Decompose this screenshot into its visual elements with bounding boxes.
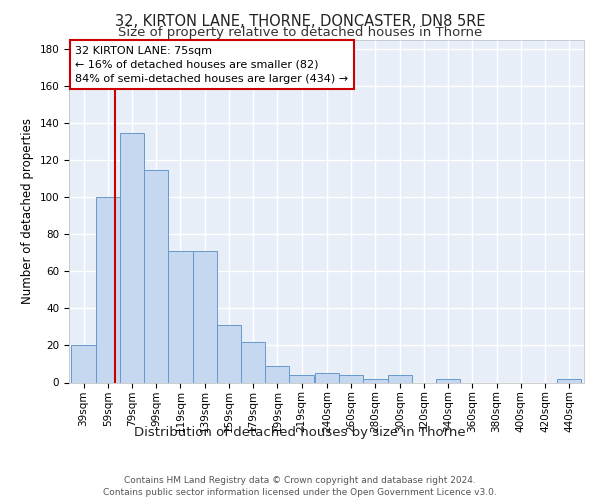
Text: 32, KIRTON LANE, THORNE, DONCASTER, DN8 5RE: 32, KIRTON LANE, THORNE, DONCASTER, DN8 … [115, 14, 485, 29]
Bar [265, 366, 289, 382]
Text: Distribution of detached houses by size in Thorne: Distribution of detached houses by size … [134, 426, 466, 439]
Bar [241, 342, 265, 382]
Y-axis label: Number of detached properties: Number of detached properties [21, 118, 34, 304]
Bar [557, 379, 581, 382]
Bar [144, 170, 169, 382]
Text: Contains HM Land Registry data © Crown copyright and database right 2024.
Contai: Contains HM Land Registry data © Crown c… [103, 476, 497, 497]
Bar [315, 373, 339, 382]
Bar [169, 251, 193, 382]
Bar [436, 379, 460, 382]
Bar [193, 251, 217, 382]
Bar [217, 325, 241, 382]
Bar [120, 132, 144, 382]
Bar [339, 375, 364, 382]
Bar [71, 346, 95, 383]
Text: 32 KIRTON LANE: 75sqm
← 16% of detached houses are smaller (82)
84% of semi-deta: 32 KIRTON LANE: 75sqm ← 16% of detached … [75, 46, 348, 84]
Bar [364, 379, 388, 382]
Bar [388, 375, 412, 382]
Bar [289, 375, 314, 382]
Text: Size of property relative to detached houses in Thorne: Size of property relative to detached ho… [118, 26, 482, 39]
Bar [95, 198, 120, 382]
